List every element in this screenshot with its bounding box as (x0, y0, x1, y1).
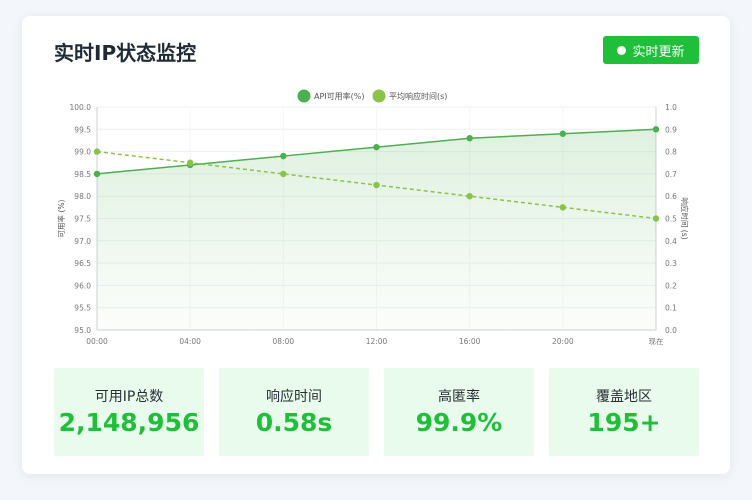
x-tick-label: 00:00 (86, 337, 108, 346)
availability-point (373, 143, 380, 151)
y-tick-label: 98.0 (74, 192, 91, 201)
monitor-card: 实时IP状态监控 实时更新 95.0 95.5 96.0 96.5 97.0 97.5 98… (22, 16, 730, 474)
stat-card-total-ips: 可用IP总数 2,148,956 (54, 368, 204, 456)
stat-label: 可用IP总数 (94, 389, 164, 405)
y-tick-label: 97.0 (74, 237, 91, 246)
stat-value: 195+ (587, 408, 661, 437)
y2-tick-label: 0.8 (665, 148, 677, 157)
availability-chart: 95.0 95.5 96.0 96.5 97.0 97.5 98.0 98.5 99.0 99.5… (56, 89, 690, 346)
y-axis-label: 可用率 (%) (56, 200, 66, 238)
y-tick-label: 96.5 (74, 259, 91, 268)
y2-tick-label: 0.4 (665, 237, 677, 246)
availability-area (97, 129, 656, 330)
legend-label-response: 平均响应时间(s) (389, 91, 447, 101)
stat-card-anonymity-rate: 高匿率 99.9% (384, 368, 534, 456)
y-tick-label: 98.5 (74, 170, 91, 179)
y-tick-label: 96.0 (74, 281, 91, 290)
live-update-label: 实时更新 (632, 44, 685, 60)
availability-point (652, 126, 660, 133)
stat-card-response-time: 响应时间 0.58s (219, 368, 369, 456)
y2-tick-label: 0.6 (665, 192, 677, 201)
live-dot-icon (617, 45, 627, 55)
y-tick-label: 97.5 (74, 215, 91, 224)
availability-point (559, 130, 567, 137)
availability-point (93, 170, 101, 178)
response-point (652, 215, 660, 222)
response-point (280, 170, 287, 178)
x-tick-label: 16:00 (459, 337, 481, 346)
response-point (466, 193, 473, 200)
y2-tick-label: 1.0 (665, 103, 677, 112)
y2-tick-label: 0.9 (665, 125, 677, 134)
stat-value: 0.58s (255, 408, 333, 437)
live-update-button[interactable]: 实时更新 (603, 36, 699, 64)
stat-value: 99.9% (415, 408, 503, 437)
y2-tick-label: 0.0 (665, 326, 677, 335)
stat-value: 2,148,956 (58, 408, 200, 437)
y2-tick-label: 0.3 (665, 259, 677, 268)
y2-tick-label: 0.5 (665, 215, 677, 224)
response-point (559, 204, 567, 211)
legend-label-availability: API可用率(%) (314, 91, 365, 101)
y2-axis-label: 响应时间 (s) (680, 197, 690, 239)
y2-tick-label: 0.7 (665, 170, 677, 179)
stat-label: 高匿率 (438, 389, 480, 405)
stat-label: 响应时间 (266, 389, 322, 405)
stat-label: 覆盖地区 (596, 389, 652, 405)
y2-tick-label: 0.2 (665, 281, 677, 290)
y-tick-label: 95.5 (74, 304, 91, 313)
response-point (93, 148, 101, 155)
availability-point (280, 152, 287, 160)
y-tick-label: 99.0 (74, 148, 91, 157)
stat-card-coverage-regions: 覆盖地区 195+ (549, 368, 699, 456)
y-tick-label: 100.0 (70, 103, 92, 112)
x-tick-label: 现在 (649, 336, 664, 346)
page-title: 实时IP状态监控 (54, 41, 197, 65)
x-tick-label: 20:00 (552, 337, 574, 346)
y-tick-label: 99.5 (74, 125, 91, 134)
availability-point (466, 135, 473, 142)
x-tick-label: 04:00 (179, 337, 201, 346)
response-point (186, 159, 194, 166)
response-point (373, 181, 380, 189)
y-tick-label: 95.0 (74, 326, 91, 335)
x-tick-label: 08:00 (273, 337, 295, 346)
legend-swatch-response (372, 89, 386, 103)
y2-tick-label: 0.1 (665, 304, 677, 313)
x-tick-label: 12:00 (366, 337, 388, 346)
legend-swatch-availability (297, 89, 311, 103)
